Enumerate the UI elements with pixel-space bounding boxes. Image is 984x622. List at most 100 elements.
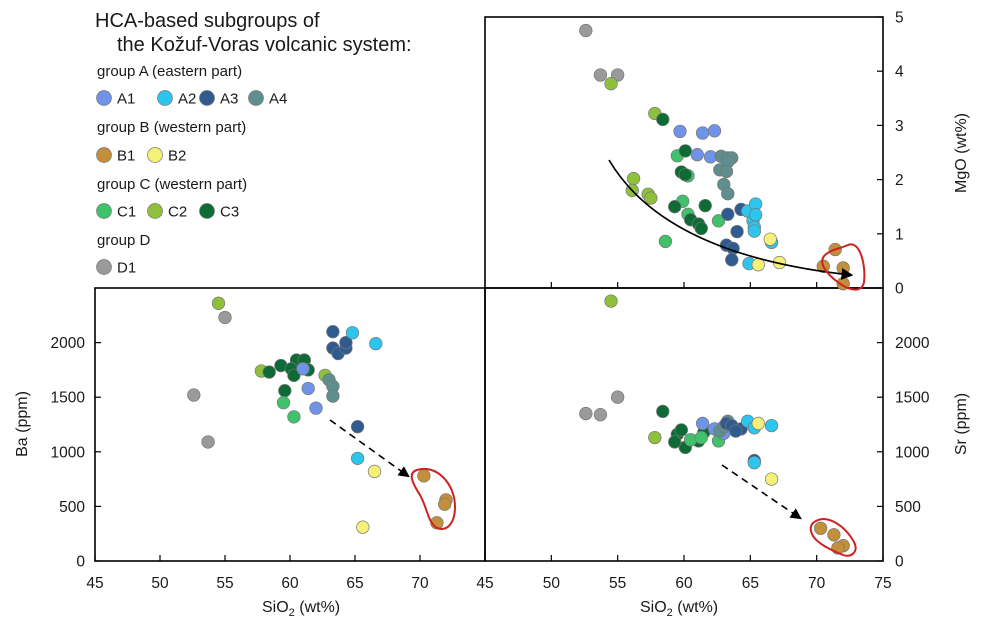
point-c1 <box>658 234 673 249</box>
sr-xtick-label: 65 <box>742 575 759 592</box>
point-d1 <box>187 388 201 402</box>
ba-b1-outline <box>410 467 457 530</box>
point-c3 <box>656 404 670 419</box>
point-c2 <box>626 171 641 186</box>
point-d1 <box>579 406 593 421</box>
point-a3 <box>326 325 340 339</box>
point-a3 <box>725 253 739 267</box>
legend-groups: group A (eastern part) A1 A2 A3 A4 group B (w… <box>96 63 287 277</box>
point-c3 <box>262 365 276 379</box>
legend-item-label: D1 <box>117 260 136 277</box>
point-c3 <box>698 198 712 213</box>
legend-item-label: A1 <box>117 91 135 108</box>
point-c2 <box>648 430 662 445</box>
ba-plot-frame <box>94 287 486 562</box>
legend-marker-a1 <box>96 90 112 106</box>
sr-ytick-label: 500 <box>895 499 921 516</box>
legend-title-line2: the Kožuf-Voras volcanic system: <box>117 34 412 56</box>
point-a1 <box>690 148 704 162</box>
point-c1 <box>711 214 726 228</box>
point-c2 <box>211 296 226 310</box>
point-b1 <box>417 469 431 483</box>
point-c3 <box>278 383 292 398</box>
point-a2 <box>747 224 761 238</box>
sr-xtick-label: 55 <box>609 575 626 592</box>
sr-trend-arrow <box>721 464 802 520</box>
point-d1 <box>593 408 608 422</box>
point-a2 <box>748 208 763 222</box>
legend-item-label: C3 <box>220 204 239 221</box>
ba-ytick-label: 2000 <box>51 335 86 352</box>
sr-ytick-label: 2000 <box>895 335 930 352</box>
point-c1 <box>694 430 708 445</box>
ba-ytick-label: 0 <box>76 554 85 571</box>
ba-ytick-label: 1000 <box>51 444 86 461</box>
point-d1 <box>611 390 625 404</box>
point-d1 <box>201 435 215 449</box>
point-c1 <box>276 396 291 410</box>
legend-item-label: C2 <box>168 204 187 221</box>
point-c3 <box>674 423 688 437</box>
point-c3 <box>656 112 670 127</box>
point-a1 <box>296 362 310 376</box>
point-a1 <box>673 124 687 139</box>
point-c2 <box>604 294 618 308</box>
point-a2 <box>369 337 383 351</box>
legend-group-label: group D <box>97 232 151 249</box>
ba-y-axis-label: Ba (ppm) <box>14 391 31 457</box>
mgo-ytick-label: 5 <box>895 10 904 27</box>
sr-ytick-label: 1500 <box>895 390 930 407</box>
sr-xtick-label: 75 <box>874 575 891 592</box>
point-c3 <box>287 368 301 383</box>
legend-item-label: A3 <box>220 91 238 108</box>
point-c3 <box>668 200 682 214</box>
point-a1 <box>707 124 722 138</box>
ba-plot: 0 500 1000 1500 2000 45 50 55 60 65 70 <box>51 296 457 592</box>
legend: HCA-based subgroups of the Kožuf-Voras v… <box>95 10 412 277</box>
sr-xtick-label: 60 <box>675 575 693 592</box>
point-d1 <box>579 23 593 38</box>
legend-marker-c3 <box>199 203 215 219</box>
legend-item-label: A4 <box>269 91 287 108</box>
point-d1 <box>593 68 608 82</box>
ba-ytick-label: 1500 <box>51 390 86 407</box>
legend-group-label: group C (western part) <box>97 176 247 193</box>
sr-b1-outline <box>809 518 857 557</box>
mgo-ytick-label: 3 <box>895 118 904 135</box>
point-c1 <box>287 410 301 424</box>
ba-xtick-label: 45 <box>86 575 103 592</box>
point-c2 <box>604 77 618 91</box>
legend-item-label: B2 <box>168 148 186 165</box>
legend-marker-a4 <box>248 90 264 106</box>
mgo-y-axis-label: MgO (wt%) <box>953 113 970 193</box>
point-a1 <box>695 126 710 140</box>
point-a3 <box>350 420 365 434</box>
legend-marker-c2 <box>147 203 163 219</box>
legend-marker-c1 <box>96 203 112 219</box>
point-b2 <box>763 232 777 246</box>
legend-marker-a3 <box>199 90 215 106</box>
svg-text:Ba (ppm): Ba (ppm) <box>14 391 31 457</box>
point-c3 <box>694 221 708 236</box>
legend-marker-b1 <box>96 147 112 163</box>
ba-xtick-label: 55 <box>216 575 233 592</box>
point-a2 <box>764 418 779 433</box>
mgo-b1-outline <box>821 243 866 291</box>
sr-xtick-label: 45 <box>476 575 493 592</box>
mgo-ytick-label: 0 <box>895 281 904 298</box>
ba-x-axis-label: SiO2 (wt%) <box>262 599 340 619</box>
mgo-ytick-label: 4 <box>895 64 904 81</box>
point-a3 <box>730 224 744 239</box>
point-b2 <box>356 520 370 534</box>
legend-item-label: A2 <box>178 91 196 108</box>
svg-text:MgO (wt%): MgO (wt%) <box>953 113 970 193</box>
mgo-trend-arrow <box>608 159 854 280</box>
sr-xtick-label: 50 <box>543 575 561 592</box>
point-a1 <box>309 401 323 415</box>
mgo-ytick-label: 1 <box>895 226 904 243</box>
svg-text:SiO2 (wt%): SiO2 (wt%) <box>262 599 340 619</box>
point-c3 <box>678 144 692 158</box>
point-a1 <box>301 381 315 396</box>
